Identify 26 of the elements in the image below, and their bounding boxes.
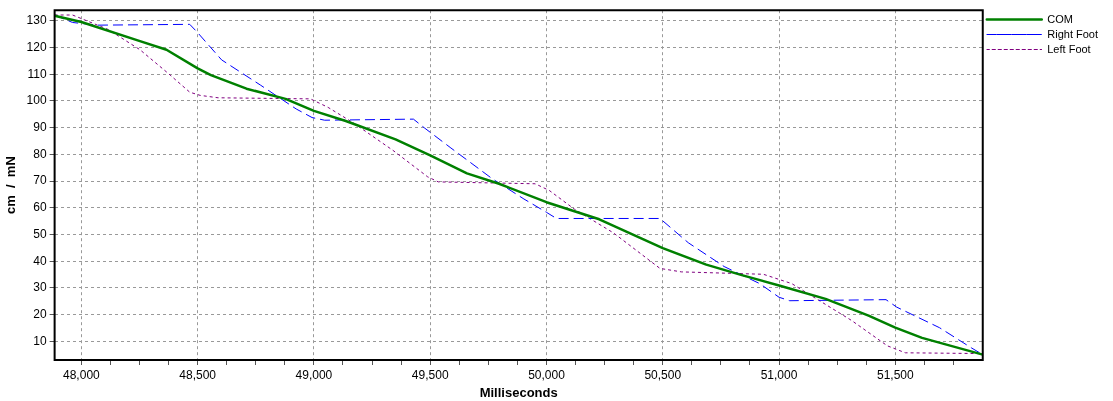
y-tick-label: 70	[33, 173, 47, 188]
y-tick-label: 90	[33, 120, 47, 134]
legend-label: COM	[1047, 12, 1073, 25]
x-tick-label: 50,500	[644, 367, 682, 382]
x-tick-label: 49,500	[411, 367, 449, 382]
y-tick-label: 100	[26, 93, 47, 108]
y-tick-label: 40	[33, 253, 47, 268]
y-axis-title: cm / mN	[3, 156, 19, 214]
y-tick-label: 10	[33, 333, 47, 348]
x-tick-label: 51,000	[760, 367, 798, 382]
y-tick-label: 50	[33, 226, 47, 241]
legend-label: Right Foot	[1047, 27, 1098, 40]
x-tick-label: 48,000	[63, 367, 101, 382]
x-tick-label: 49,000	[295, 367, 333, 382]
y-tick-label: 20	[33, 306, 47, 321]
x-tick-label: 51,500	[876, 367, 914, 382]
y-tick-label: 60	[33, 200, 47, 215]
y-tick-label: 110	[27, 66, 47, 81]
x-tick-label: 50,000	[528, 367, 566, 382]
y-tick-label: 120	[26, 39, 47, 54]
y-tick-label: 30	[33, 280, 47, 295]
y-tick-label: 130	[26, 13, 47, 28]
legend-label: Left Foot	[1047, 42, 1091, 55]
y-tick-label: 80	[33, 146, 47, 161]
x-axis-title: Milliseconds	[479, 384, 558, 400]
x-tick-label: 48,500	[179, 367, 217, 382]
